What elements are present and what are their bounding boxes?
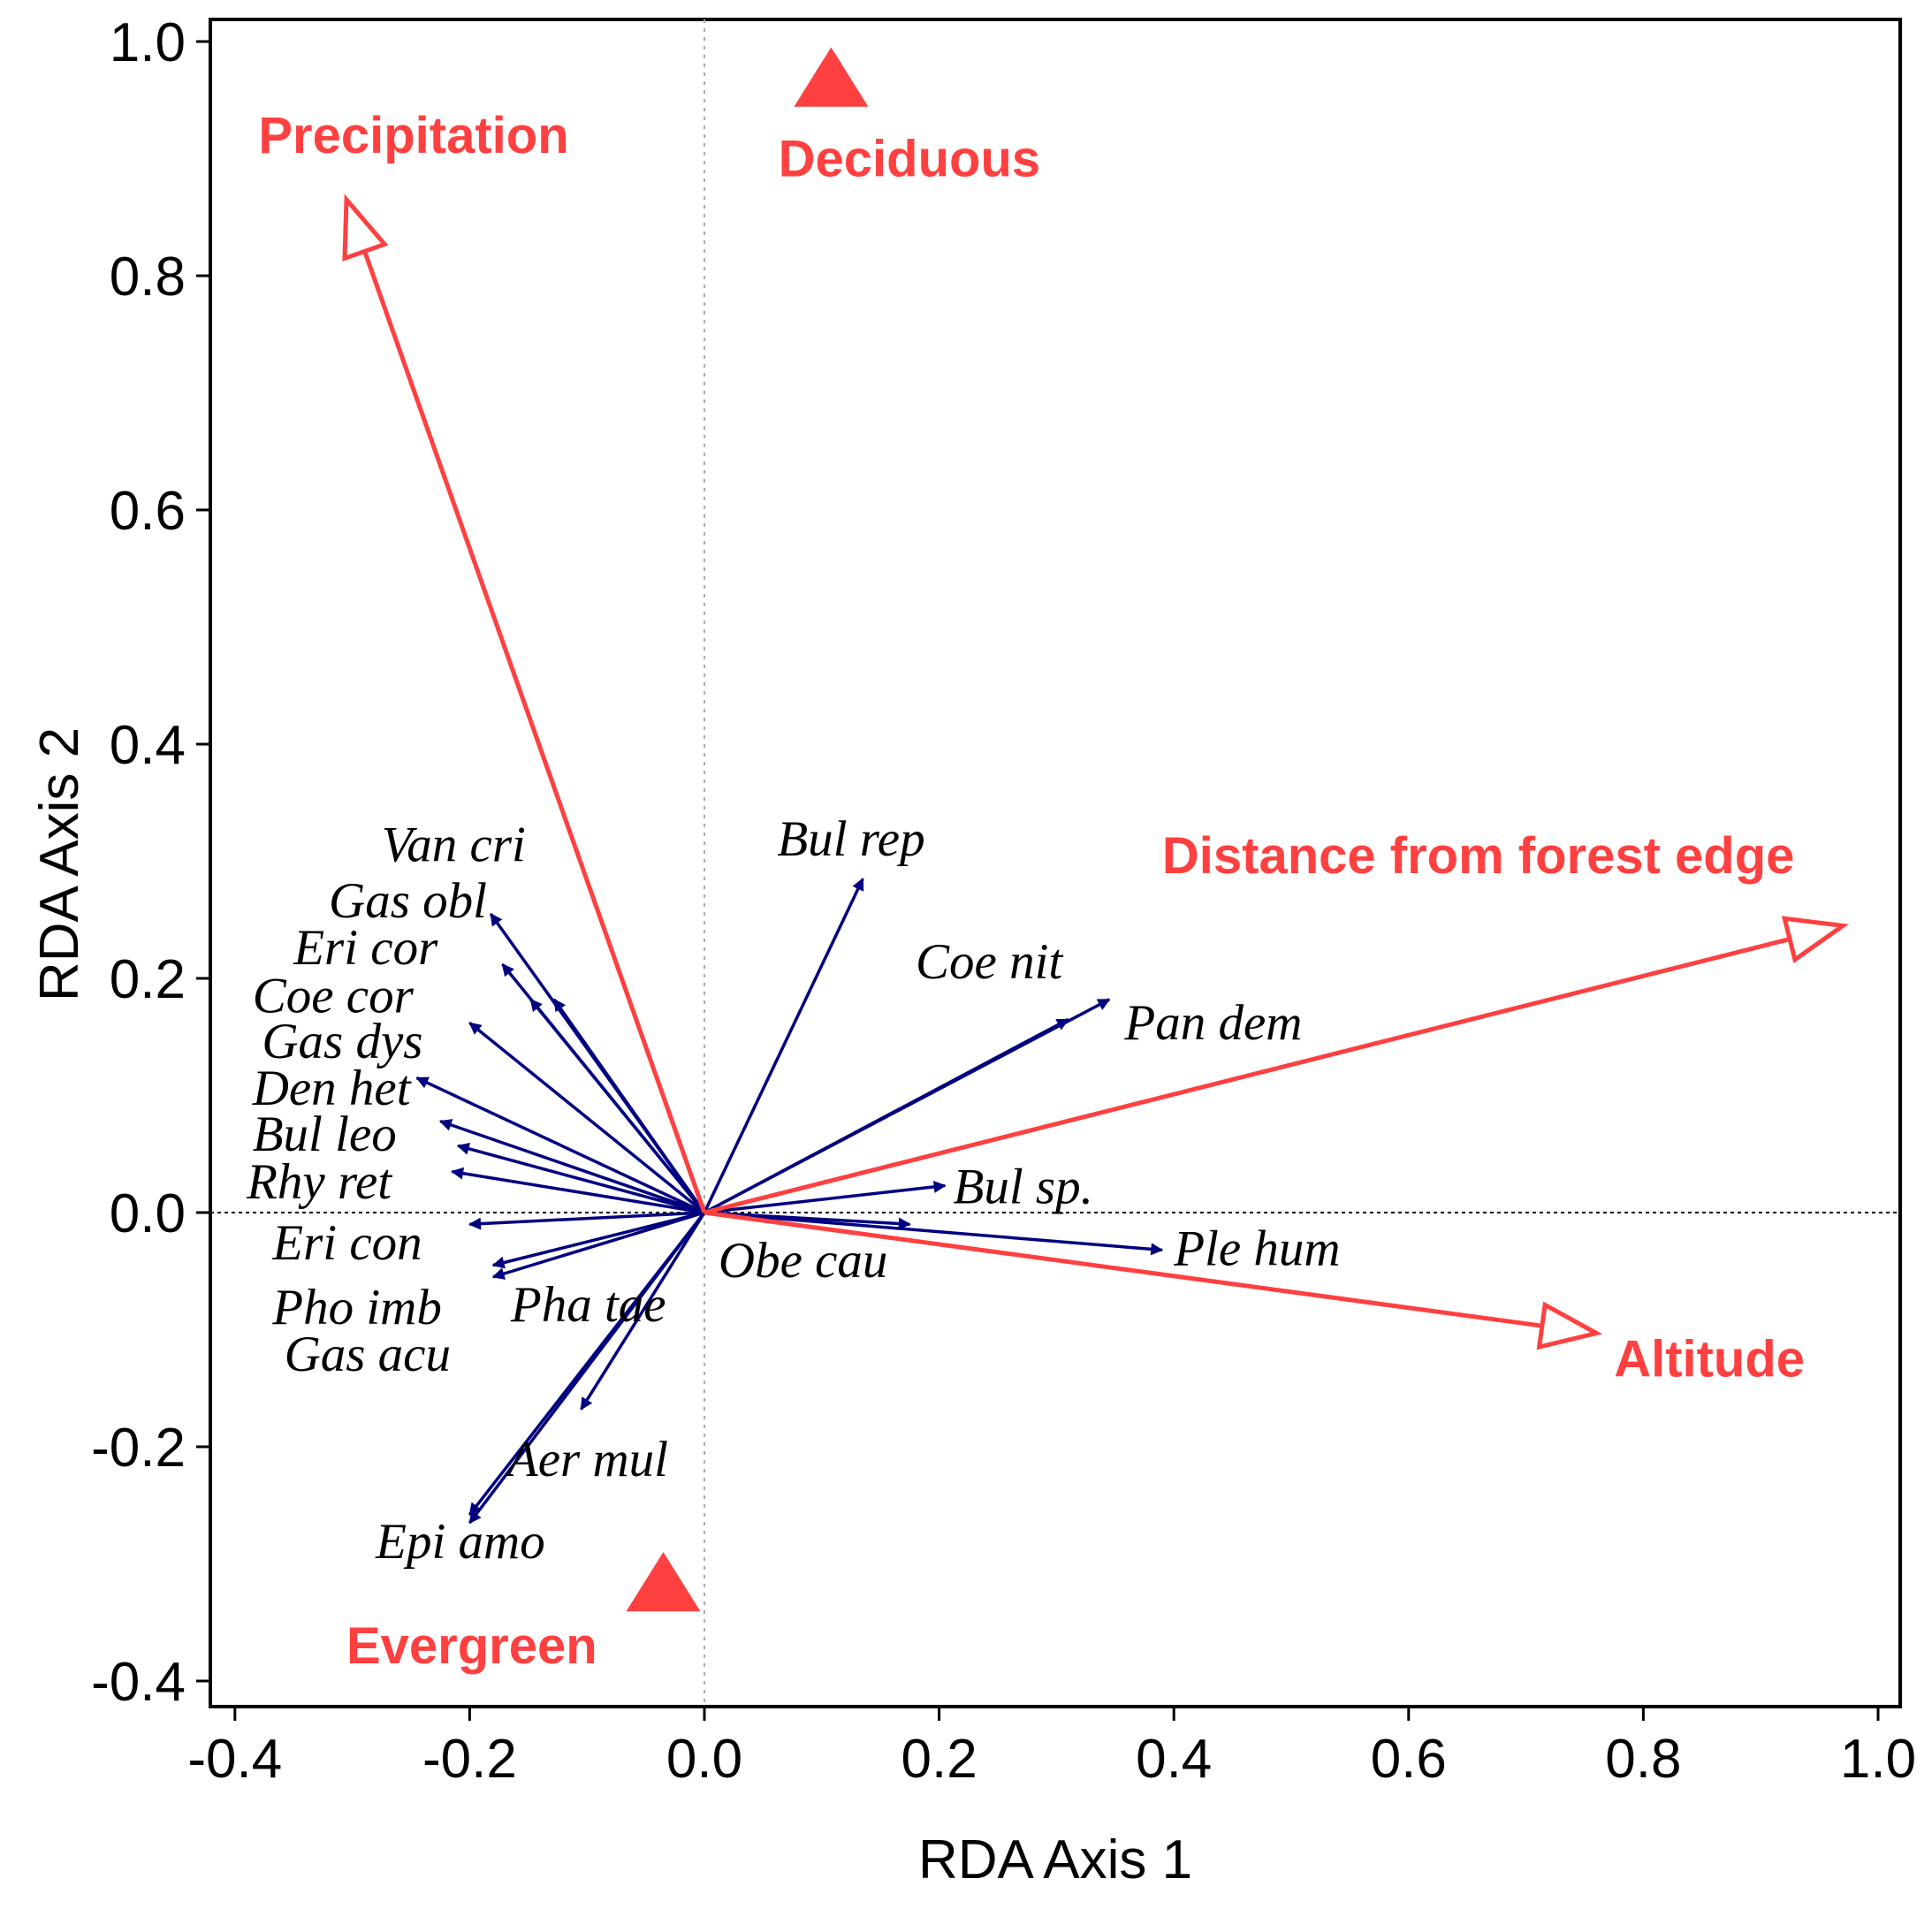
x-tick-label: 0.4: [1136, 1729, 1212, 1790]
species-vector-gas-dys: [468, 1021, 706, 1214]
env-vector-altitude: [704, 1210, 1543, 1328]
x-axis-ticks: -0.4 -0.2 0.0 0.2 0.4 0.6 0.8 1.0: [187, 1707, 1916, 1790]
label-bul-sp: Bul sp.: [954, 1159, 1093, 1214]
label-den-het: Den het: [252, 1061, 412, 1116]
y-axis-ticks: -0.4 -0.2 0.0 0.2 0.4 0.6 0.8 1.0: [91, 12, 210, 1713]
species-vector-coe-cor: [529, 998, 706, 1214]
label-eri-con: Eri con: [271, 1215, 422, 1271]
label-bul-leo: Bul leo: [253, 1107, 397, 1162]
species-vector-pho-imb: [491, 1211, 705, 1269]
label-altitude: Altitude: [1614, 1331, 1805, 1388]
label-pho-imb: Pho imb: [271, 1280, 442, 1335]
env-arrowhead-precipitation: [342, 194, 389, 262]
species-vector-bul-sp: [704, 1180, 947, 1214]
y-tick-label: -0.4: [91, 1652, 186, 1713]
label-coe-cor: Coe cor: [253, 968, 415, 1023]
env-arrowhead-distance-from-forest-edge: [1781, 916, 1849, 963]
species-vector-bul-leo: [438, 1119, 705, 1214]
triangle-evergreen: [626, 1552, 701, 1612]
species-vector-ple-hum: [704, 1211, 1164, 1256]
x-tick-label: -0.4: [187, 1729, 282, 1790]
species-vector-den-het: [415, 1076, 705, 1214]
y-tick-label: 0.8: [110, 247, 186, 308]
y-tick-label: 0.6: [110, 481, 186, 542]
species-vector-obe-cau: [704, 1211, 911, 1230]
label-coe-nit: Coe nit: [916, 934, 1063, 990]
label-epi-amo: Epi amo: [375, 1514, 545, 1570]
label-rhy-ret: Rhy ret: [246, 1154, 392, 1210]
environmental-points: [626, 47, 869, 1612]
y-tick-label: 1.0: [110, 12, 186, 73]
x-tick-label: 0.6: [1371, 1729, 1447, 1790]
label-evergreen: Evergreen: [346, 1617, 597, 1675]
y-tick-label: 0.2: [110, 949, 186, 1010]
x-tick-label: 0.2: [901, 1729, 977, 1790]
label-precipitation: Precipitation: [258, 107, 568, 164]
species-vector-epi-amo: [468, 1211, 706, 1525]
label-gas-acu: Gas acu: [285, 1327, 451, 1382]
x-tick-label: 0.8: [1605, 1729, 1681, 1790]
env-vector-distance-from-forest-edge: [704, 937, 1791, 1215]
plot-frame: [209, 18, 1902, 1708]
y-tick-label: 0.0: [110, 1183, 186, 1244]
y-tick-label: -0.2: [91, 1418, 186, 1479]
env-vector-precipitation: [362, 250, 707, 1213]
label-ple-hum: Ple hum: [1173, 1221, 1340, 1277]
label-pan-dem: Pan dem: [1123, 995, 1302, 1051]
species-vector-gas-acu: [491, 1211, 705, 1280]
label-deciduous: Deciduous: [779, 130, 1041, 187]
x-tick-label: 1.0: [1840, 1729, 1916, 1790]
species-vector-rhy-ret-2: [451, 1167, 705, 1214]
species-vector-pha-tae: [580, 1212, 706, 1411]
y-tick-label: 0.4: [110, 715, 186, 776]
species-vector-pan-dem: [704, 998, 1111, 1214]
environmental-labels: Precipitation Deciduous Distance from fo…: [258, 107, 1805, 1675]
y-axis-title: RDA Axis 2: [29, 727, 90, 1001]
label-eri-cor: Eri cor: [293, 920, 438, 976]
x-axis-title: RDA Axis 1: [918, 1829, 1192, 1890]
species-vector-eri-con: [468, 1211, 705, 1230]
species-vector-eri-cor: [552, 998, 706, 1214]
label-obe-cau: Obe cau: [719, 1233, 888, 1289]
triangle-deciduous: [794, 47, 869, 107]
environmental-vectors: [342, 194, 1849, 1350]
label-bul-rep: Bul rep: [777, 811, 924, 867]
env-arrowhead-altitude: [1536, 1301, 1603, 1350]
species-vector-rhy-ret: [456, 1143, 705, 1214]
label-gas-dys: Gas dys: [262, 1014, 422, 1069]
x-tick-label: 0.0: [666, 1729, 742, 1790]
species-vectors: [415, 878, 1164, 1525]
species-vector-bul-rep: [703, 878, 864, 1213]
label-gas-obl: Gas obl: [329, 873, 487, 929]
label-aer-mul: Aer mul: [504, 1432, 668, 1487]
x-tick-label: -0.2: [422, 1729, 517, 1790]
label-pha-tae: Pha tae: [510, 1277, 666, 1333]
species-labels: Bul rep Coe nit Pan dem Bul sp. Ple hum …: [246, 811, 1340, 1570]
label-distance-from-forest-edge: Distance from forest edge: [1162, 827, 1795, 885]
label-van-cri: Van cri: [382, 818, 526, 873]
